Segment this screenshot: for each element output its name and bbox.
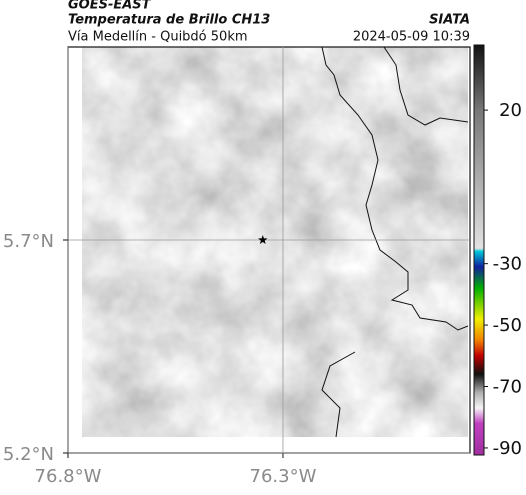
colorbar-tick-label: 20 <box>499 100 522 121</box>
colorbar-tick-label: -50 <box>493 315 522 336</box>
subtitle: Vía Medellín - Quibdó 50km <box>68 30 248 45</box>
source: GOES-EAST <box>68 0 152 13</box>
colorbar-tick-label: -90 <box>493 438 522 459</box>
satellite-image <box>82 47 468 437</box>
colorbar-tick-label: -30 <box>493 254 522 275</box>
agency: SIATA <box>429 13 470 28</box>
colorbar-tick-label: -70 <box>493 377 522 398</box>
x-tick-label: 76.3°W <box>250 466 317 487</box>
location-marker <box>258 235 268 244</box>
y-tick-label: 5.2°N <box>3 444 54 465</box>
x-tick-label: 76.8°W <box>35 466 102 487</box>
title: Temperatura de Brillo CH13 <box>68 13 270 28</box>
y-tick-label: 5.7°N <box>3 231 54 252</box>
colorbar <box>473 44 485 456</box>
datetime: 2024-05-09 10:39 <box>353 30 470 45</box>
